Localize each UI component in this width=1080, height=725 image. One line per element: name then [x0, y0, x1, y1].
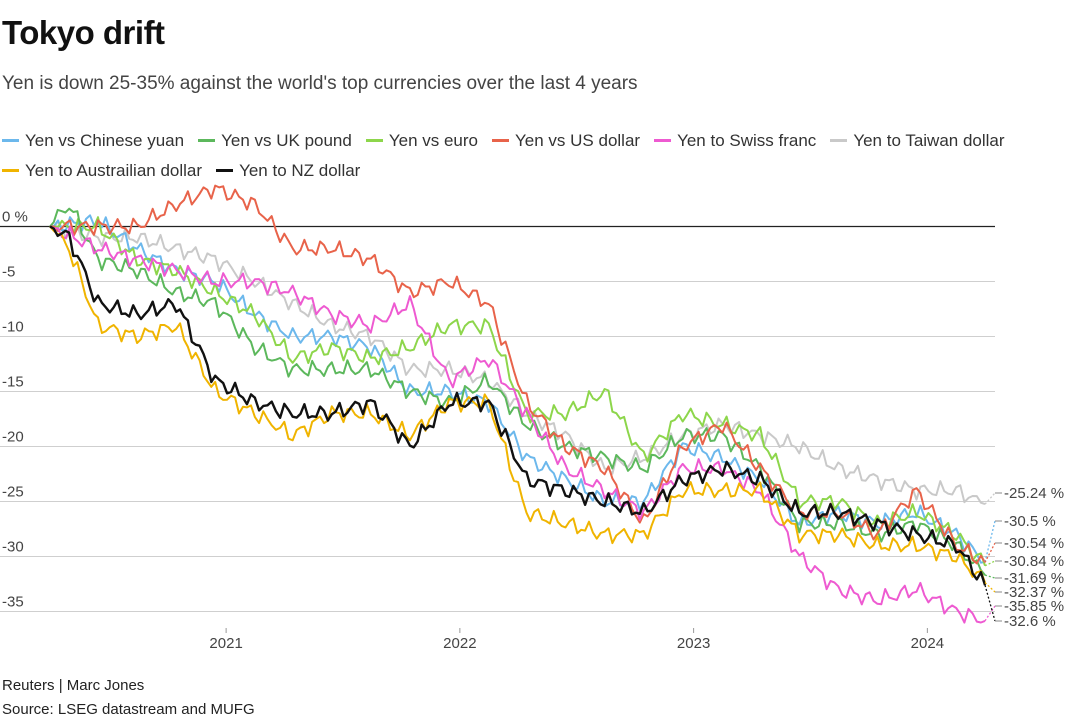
legend-label: Yen to NZ dollar: [239, 161, 361, 180]
end-value-label: -32.37 %: [1004, 584, 1064, 601]
end-value-label: -25.24 %: [1004, 485, 1064, 502]
y-tick-label: -15: [2, 374, 24, 391]
legend-swatch: [216, 169, 234, 173]
end-value-label: -30.54 %: [1004, 535, 1064, 552]
series-line: [49, 225, 987, 586]
legend-label: Yen vs Chinese yuan: [25, 131, 185, 150]
legend-item: Yen vs UK pound: [198, 126, 352, 156]
legend-label: Yen vs US dollar: [515, 131, 641, 150]
end-value-label: -32.6 %: [1004, 613, 1056, 630]
series-lines: [49, 184, 987, 624]
y-tick-label: -35: [2, 594, 24, 611]
legend-swatch: [198, 139, 216, 143]
legend-label: Yen vs UK pound: [221, 131, 352, 150]
end-label-leader: [984, 574, 996, 579]
y-tick-label: -10: [2, 319, 24, 336]
y-tick-label: -25: [2, 484, 24, 501]
legend-swatch: [2, 139, 19, 143]
series-line: [50, 216, 986, 567]
end-label-leader: [984, 520, 996, 563]
legend-item: Yen vs US dollar: [492, 126, 640, 156]
x-axis-ticks: 2021 2022 2023 2024: [209, 628, 944, 652]
y-tick-label: -5: [2, 264, 15, 281]
end-label-leader: [984, 542, 996, 563]
y-axis-ticks: 0 % -5 -10 -15 -20 -25 -30 -35: [2, 209, 28, 611]
legend-item: Yen to Taiwan dollar: [830, 126, 1005, 156]
x-tick-label: 2021: [209, 635, 242, 652]
legend-label: Yen to Taiwan dollar: [853, 131, 1005, 150]
legend-swatch: [654, 139, 672, 143]
end-labels: -25.24 %-30.5 %-30.54 %-30.84 %-31.69 %-…: [984, 485, 1064, 630]
y-tick-label: -20: [2, 429, 24, 446]
series-line: [49, 214, 986, 564]
chart-subtitle: Yen is down 25-35% against the world's t…: [2, 73, 638, 94]
x-tick-label: 2023: [677, 635, 710, 652]
legend-swatch: [830, 139, 848, 143]
legend-label: Yen vs euro: [388, 131, 479, 150]
end-value-label: -31.69 %: [1004, 570, 1064, 587]
x-tick-label: 2024: [911, 635, 944, 652]
legend-item: Yen vs euro: [365, 126, 479, 156]
x-tick-label: 2022: [443, 635, 476, 652]
end-label-leader: [984, 560, 996, 567]
legend-swatch: [2, 169, 19, 173]
series-line: [49, 225, 986, 624]
end-label-leader: [984, 584, 996, 622]
legend-item: Yen to Swiss franc: [654, 126, 816, 156]
credit-text: Reuters | Marc Jones: [2, 677, 145, 694]
legend-item: Yen to NZ dollar: [216, 156, 360, 186]
chart-legend: Yen vs Chinese yuan Yen vs UK pound Yen vs…: [2, 126, 1077, 186]
legend-label: Yen to Austrailian dollar: [25, 161, 203, 180]
chart-title: Tokyo drift: [2, 14, 165, 51]
end-value-label: -35.85 %: [1004, 598, 1064, 615]
y-tick-label: -30: [2, 539, 24, 556]
source-text: Source: LSEG datastream and MUFG: [2, 701, 255, 718]
legend-label: Yen to Swiss franc: [677, 131, 817, 150]
grid-lines: [0, 225, 995, 612]
legend-item: Yen to Austrailian dollar: [2, 156, 202, 186]
legend-swatch: [365, 139, 383, 143]
legend-swatch: [492, 139, 510, 143]
series-line: [50, 184, 986, 565]
series-line: [49, 207, 986, 576]
end-value-label: -30.5 %: [1004, 513, 1056, 530]
y-tick-label: 0 %: [2, 209, 28, 226]
end-label-leader: [984, 492, 996, 505]
series-line: [49, 225, 986, 583]
end-label-leader: [984, 605, 996, 622]
end-value-label: -30.84 %: [1004, 553, 1064, 570]
legend-item: Yen vs Chinese yuan: [2, 126, 184, 156]
